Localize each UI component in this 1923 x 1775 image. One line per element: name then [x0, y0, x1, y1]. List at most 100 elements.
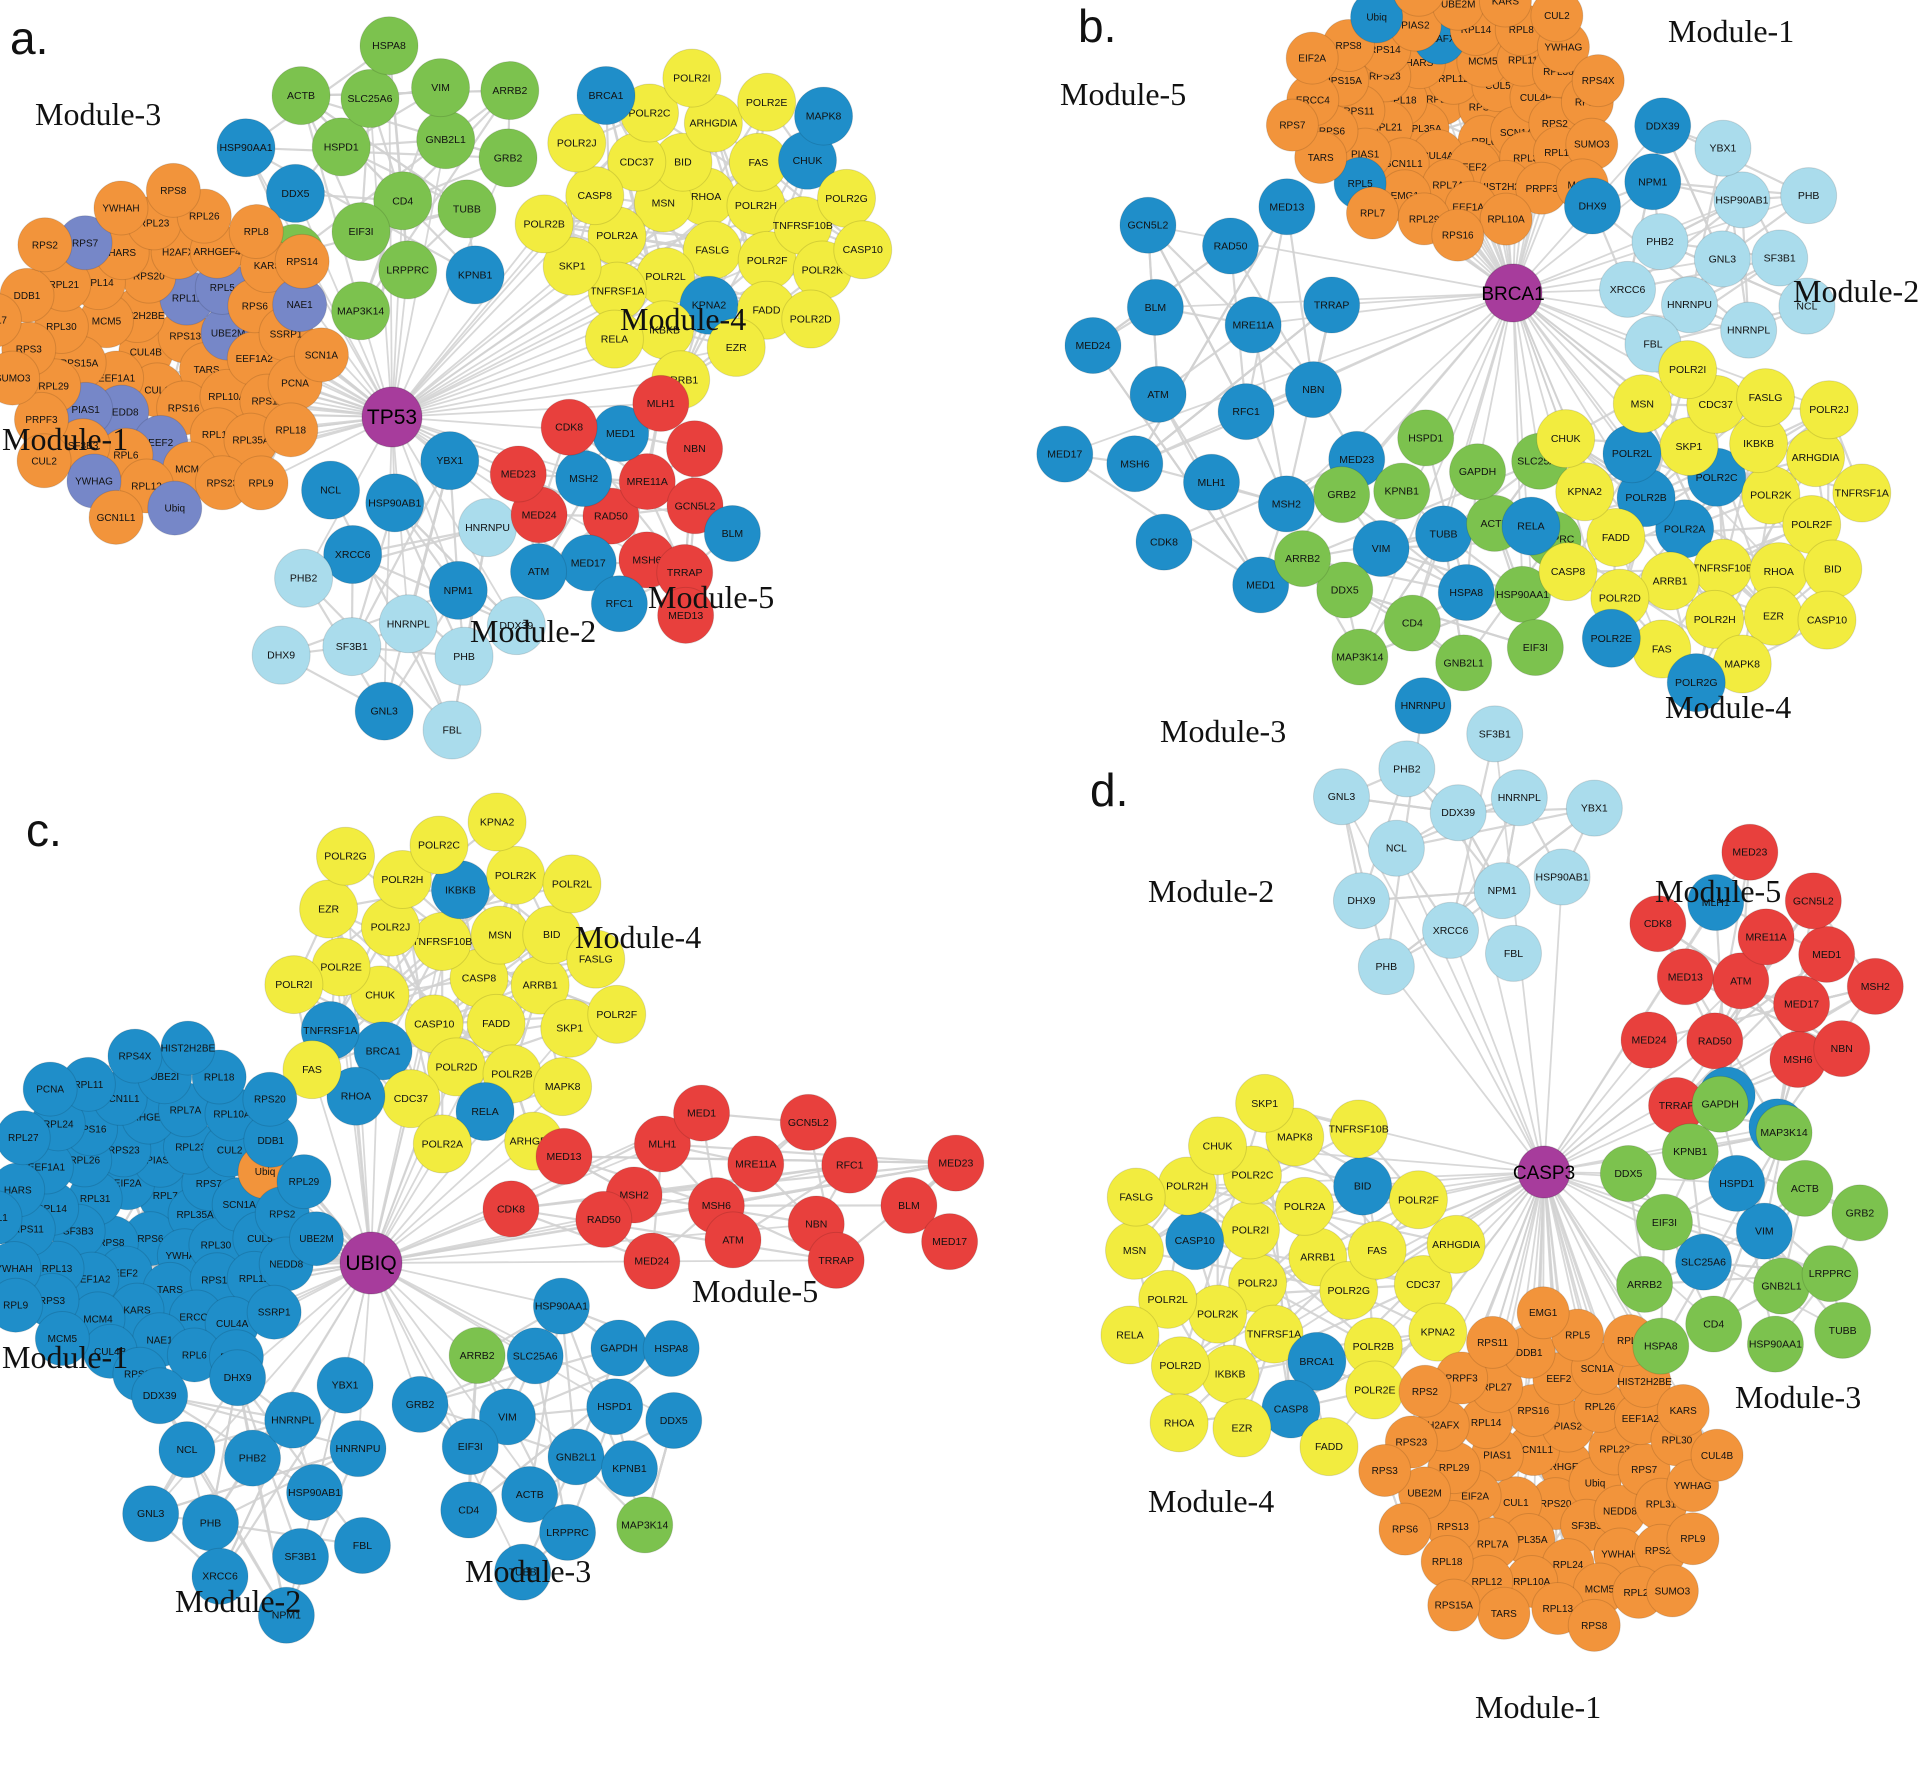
node-FASLG	[566, 929, 626, 989]
node-label-H2AFX: H2AFX	[162, 248, 195, 259]
node-label-TARS: TARS	[194, 365, 220, 376]
node-POLR2L	[1138, 1269, 1198, 1329]
node-label-FASLG: FASLG	[1749, 392, 1783, 404]
node-label-RPL6: RPL6	[1617, 1336, 1642, 1347]
node-PHB2	[1631, 213, 1689, 271]
node-POLR2B	[514, 194, 574, 254]
node-GNB2L1	[1435, 634, 1493, 692]
node-label-HIST2H2BE: HIST2H2BE	[1618, 1377, 1673, 1388]
node-HNRNPL	[264, 1391, 322, 1449]
node-MRE11A	[1737, 908, 1795, 966]
node-label-POLR2H: POLR2H	[1694, 614, 1736, 626]
node-label-H2AFX: H2AFX	[1427, 1421, 1460, 1432]
node-label-CUL1: CUL1	[1503, 1498, 1529, 1509]
node-DHX9	[209, 1349, 267, 1407]
node-label-CDC37: CDC37	[620, 157, 655, 169]
node-label-RPS7: RPS7	[1279, 121, 1306, 132]
node-SCN1A	[293, 327, 349, 383]
node-label-POLR2J: POLR2J	[557, 138, 597, 150]
node-label-YBX1: YBX1	[332, 1380, 359, 1392]
node-label-RELA: RELA	[471, 1106, 498, 1118]
node-label-RPS13: RPS13	[1469, 103, 1501, 114]
node-GCN5L2	[1784, 872, 1842, 930]
node-label-DDX39: DDX39	[143, 1390, 177, 1402]
node-label-RPS16: RPS16	[75, 1124, 107, 1135]
node-label-MAP3K14: MAP3K14	[621, 1519, 668, 1531]
edge	[1615, 523, 1812, 539]
node-label-RPS14: RPS14	[1369, 45, 1401, 56]
node-label-RPS11: RPS11	[251, 397, 282, 408]
node-label-RELA: RELA	[1116, 1329, 1143, 1341]
node-label-FASLG: FASLG	[579, 954, 613, 966]
edge	[1396, 807, 1595, 850]
node-label-RPL18: RPL18	[276, 425, 307, 436]
node-label-POLR2I: POLR2I	[275, 979, 312, 991]
node-label-SCN1A: SCN1A	[1500, 128, 1534, 139]
edge	[1134, 304, 1333, 465]
node-MED24	[1064, 317, 1122, 375]
node-label-POLR2A: POLR2A	[1284, 1201, 1325, 1213]
node-RPS2	[1398, 1364, 1452, 1418]
node-label-EEF1A1: EEF1A1	[1452, 203, 1490, 214]
node-label-RPS16: RPS16	[1442, 231, 1474, 242]
node-BRCA1	[576, 66, 636, 126]
node-label-MED1: MED1	[1246, 579, 1275, 591]
node-label-RPL23: RPL23	[1599, 1444, 1630, 1455]
node-label-CUL4B: CUL4B	[130, 348, 163, 359]
node-NBN	[666, 420, 724, 478]
node-label-DDX5: DDX5	[1614, 1168, 1642, 1180]
module-label-module-3: Module-3	[1735, 1379, 1861, 1415]
node-BLM	[703, 505, 761, 563]
node-GNB2L1	[547, 1428, 605, 1486]
node-label-RPS2: RPS2	[1412, 1387, 1439, 1398]
node-label-TNFRSF10B: TNFRSF10B	[412, 936, 472, 948]
node-label-TARS: TARS	[157, 1285, 183, 1296]
node-label-UBE2M: UBE2M	[1441, 0, 1475, 11]
node-label-RHOA: RHOA	[691, 191, 721, 203]
node-label-RPL13: RPL13	[1543, 1604, 1574, 1615]
node-label-RPL27: RPL27	[1481, 1382, 1512, 1393]
node-label-GAPDH: GAPDH	[1459, 466, 1496, 478]
node-label-TNFRSF10B: TNFRSF10B	[1329, 1123, 1389, 1135]
node-CHUK	[1536, 409, 1596, 469]
node-label-TRRAP: TRRAP	[1659, 1100, 1695, 1112]
module-label-module-5: Module-5	[648, 579, 774, 615]
node-label-POLR2D: POLR2D	[1159, 1360, 1201, 1372]
node-KPNB1	[445, 245, 505, 305]
node-label-ATM: ATM	[528, 566, 549, 578]
node-label-MAPK8: MAPK8	[545, 1081, 581, 1093]
node-VIM	[1352, 520, 1410, 578]
node-GRB2	[1313, 466, 1371, 524]
node-label-HSPD1: HSPD1	[324, 141, 359, 153]
node-RAD50	[575, 1190, 633, 1248]
node-POLR2A	[412, 1114, 472, 1174]
node-label-POLR2F: POLR2F	[1398, 1194, 1439, 1206]
node-label-FADD: FADD	[752, 305, 780, 317]
node-label-SUMO3: SUMO3	[1574, 140, 1610, 151]
node-label-RHOA: RHOA	[1764, 566, 1794, 578]
hub-edge	[391, 402, 661, 418]
node-label-EEF2: EEF2	[1546, 1374, 1571, 1385]
node-label-GNB2L1: GNB2L1	[1444, 657, 1484, 669]
node-EIF3I	[441, 1418, 499, 1476]
node-label-RPL12: RPL12	[1438, 74, 1469, 85]
edge	[1146, 224, 1248, 413]
module-label-module-5: Module-5	[692, 1273, 818, 1309]
node-PCNA	[22, 1061, 78, 1117]
module-label-module-1: Module-1	[1668, 13, 1794, 49]
node-label-CASP10: CASP10	[414, 1018, 454, 1030]
node-FAS	[282, 1040, 342, 1100]
node-GNL3	[1693, 230, 1751, 288]
node-GNL3	[122, 1485, 180, 1543]
node-NCL	[1367, 819, 1425, 877]
hub-edge	[1543, 1171, 1715, 1325]
node-DDX5	[1599, 1145, 1657, 1203]
node-KPNB1	[1373, 462, 1431, 520]
node-DHX9	[251, 625, 311, 685]
node-label-POLR2A: POLR2A	[1664, 523, 1705, 535]
node-label-RPS13: RPS13	[1437, 1522, 1469, 1533]
node-label-EEF1A2: EEF1A2	[236, 354, 274, 365]
node-label-Ubiq: Ubiq	[1585, 1479, 1606, 1490]
node-label-BID: BID	[674, 157, 692, 169]
